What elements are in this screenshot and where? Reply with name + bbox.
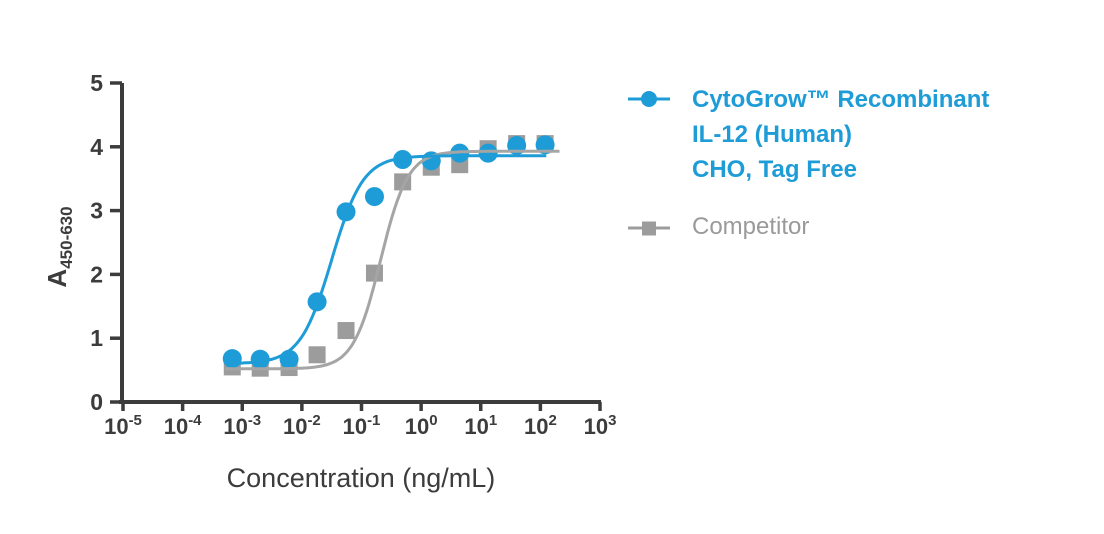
- data-point-circle: [393, 150, 413, 170]
- data-point-circle: [222, 349, 242, 369]
- series-curve-competitor: [225, 149, 560, 371]
- data-point-square: [308, 346, 326, 364]
- data-point-square: [337, 322, 355, 340]
- y-tick-label: 1: [90, 325, 103, 351]
- legend-label-competitor: Competitor: [692, 212, 809, 242]
- x-tick-label: 10-3: [223, 412, 261, 439]
- x-tick-label: 10-1: [343, 412, 381, 439]
- x-tick-label: 102: [524, 412, 557, 439]
- data-point-circle: [250, 349, 270, 369]
- x-tick-label: 10-5: [104, 412, 142, 439]
- legend-label-cytogrow-line3: CHO, Tag Free: [692, 156, 857, 183]
- y-tick-label: 4: [90, 134, 103, 160]
- data-point-circle: [364, 187, 384, 207]
- data-point-circle: [535, 135, 555, 155]
- cytogrow-line-circle-icon: [628, 91, 670, 107]
- y-axis-title: A450-630: [42, 206, 76, 287]
- x-tick-label: 103: [584, 412, 617, 439]
- legend-label-cytogrow-line1: CytoGrow™ Recombinant: [692, 86, 990, 113]
- data-point-circle: [478, 143, 498, 163]
- y-tick-label: 3: [90, 198, 103, 224]
- y-tick-label: 0: [90, 389, 103, 415]
- y-tick-label: 5: [90, 70, 103, 96]
- y-tick-label: 2: [90, 261, 103, 287]
- x-tick-label: 10-2: [283, 412, 321, 439]
- series-curve-cytogrow: [225, 154, 547, 365]
- x-tick-label: 101: [464, 412, 497, 439]
- x-tick-label: 10-4: [164, 412, 202, 439]
- legend-label-competitor-line1: Competitor: [692, 213, 810, 240]
- legend-label-cytogrow: CytoGrow™ Recombinant IL-12 (Human) CHO,…: [692, 82, 989, 187]
- x-tick-label: 100: [405, 412, 438, 439]
- x-axis-title: Concentration (ng/mL): [227, 463, 496, 493]
- legend-label-cytogrow-line2: IL-12 (Human): [692, 121, 853, 148]
- competitor-line-square-icon: [628, 221, 670, 236]
